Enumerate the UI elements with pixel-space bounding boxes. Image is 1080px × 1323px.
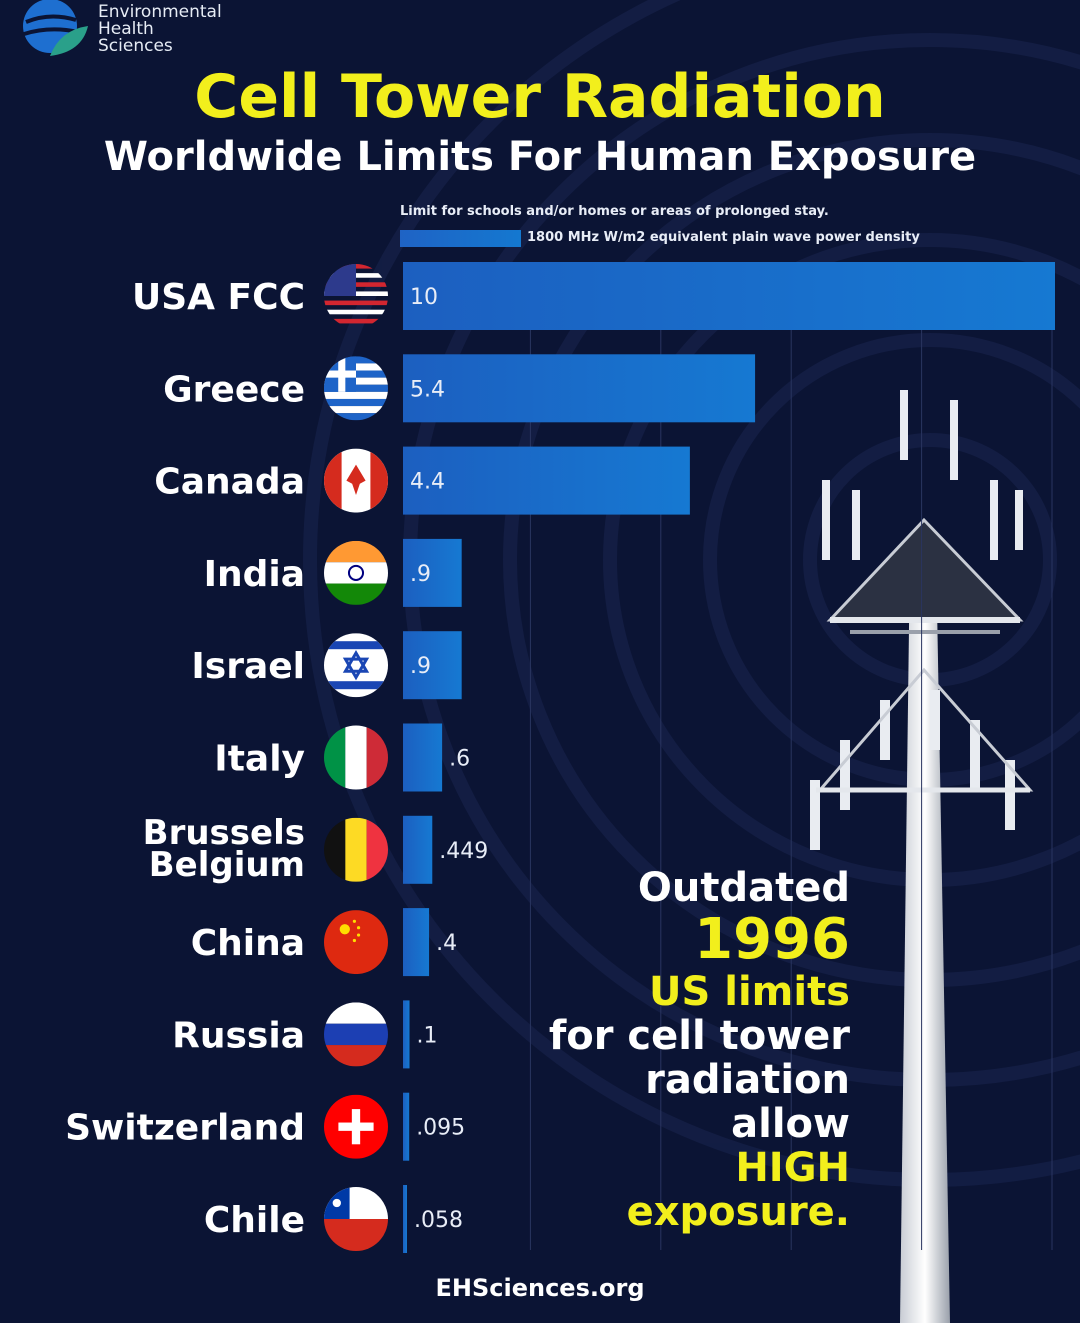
bar-russia	[403, 1000, 410, 1069]
footer-website: EHSciences.org	[435, 1274, 645, 1302]
italy-flag-icon	[324, 725, 388, 790]
israel-flag-icon	[324, 633, 388, 698]
country-label: India	[204, 554, 305, 595]
chart-gridlines	[529, 262, 1053, 1250]
chile-flag-icon	[324, 1187, 388, 1251]
country-label: Switzerland	[65, 1108, 305, 1149]
brand-line-3: Sciences	[98, 36, 173, 56]
greece-flag-icon	[324, 356, 388, 421]
brand-logo: Environmental Health Sciences	[20, 0, 240, 62]
legend-note: Limit for schools and/or homes or areas …	[400, 204, 829, 219]
bar-chile	[403, 1185, 407, 1253]
bar-value-label: 4.4	[410, 470, 445, 495]
bar-brussels-belgium	[403, 815, 433, 884]
bar-value-label: .449	[439, 839, 488, 864]
page-title: Cell Tower Radiation	[194, 62, 886, 132]
callout-text: Outdated 1996 US limits for cell tower r…	[549, 866, 850, 1234]
bar-canada	[403, 446, 690, 515]
bar-usa-fcc	[403, 262, 1055, 330]
callout-line-1: Outdated	[637, 865, 850, 911]
bar-china	[403, 908, 430, 977]
cell-tower-illustration	[810, 390, 1034, 1323]
bar-italy	[403, 723, 443, 792]
brand-name: Environmental Health Sciences	[98, 4, 222, 55]
callout-year: 1996	[694, 907, 850, 972]
country-label: Israel	[191, 646, 305, 687]
country-label: Chile	[204, 1200, 305, 1241]
bar-value-label: 5.4	[410, 377, 445, 402]
bar-value-label: .058	[414, 1208, 463, 1233]
page-subtitle: Worldwide Limits For Human Exposure	[103, 134, 977, 180]
switzerland-flag-icon	[324, 1094, 388, 1159]
bar-value-label: .1	[417, 1023, 438, 1048]
country-label: USA FCC	[132, 277, 305, 318]
country-label: Italy	[214, 739, 305, 780]
bar-switzerland	[403, 1092, 410, 1161]
callout-line-6: allow	[731, 1101, 850, 1147]
legend-series-label: 1800 MHz W/m2 equivalent plain wave powe…	[527, 230, 920, 245]
country-label: Belgium	[149, 845, 305, 885]
globe-leaf-icon	[23, 0, 88, 56]
callout-line-4: for cell tower	[548, 1013, 850, 1059]
brand-line-1: Environmental	[98, 2, 222, 22]
russia-flag-icon	[324, 1002, 388, 1067]
bar-value-label: .4	[436, 931, 457, 956]
bar-value-label: .9	[410, 654, 431, 679]
country-label: Canada	[154, 462, 305, 503]
china-flag-icon	[324, 910, 388, 975]
india-flag-icon	[324, 540, 388, 605]
canada-flag-icon	[324, 448, 388, 513]
bar-value-label: .095	[416, 1116, 465, 1141]
bar-israel	[403, 631, 462, 700]
bar-value-label: .9	[410, 562, 431, 587]
country-label: Greece	[163, 369, 305, 410]
bar-india	[403, 538, 462, 607]
callout-line-5: radiation	[645, 1057, 850, 1103]
country-label: Russia	[172, 1015, 305, 1056]
chart-rows: 10 USA FCC 5.4 Greece 4.4 Canada .9 India .9 Isra…	[65, 262, 1055, 1253]
belgium-flag-icon	[324, 817, 388, 882]
country-label: Brussels	[143, 813, 305, 853]
legend-swatch	[400, 230, 521, 247]
bar-value-label: .6	[449, 747, 470, 772]
bar-greece	[403, 354, 756, 423]
country-label: China	[191, 923, 305, 964]
callout-line-3: US limits	[649, 969, 850, 1015]
callout-line-8: exposure.	[626, 1189, 850, 1235]
callout-line-7: HIGH	[735, 1145, 850, 1191]
brand-line-2: Health	[98, 19, 154, 39]
usa-flag-icon	[324, 264, 388, 324]
bar-value-label: 10	[410, 285, 438, 310]
